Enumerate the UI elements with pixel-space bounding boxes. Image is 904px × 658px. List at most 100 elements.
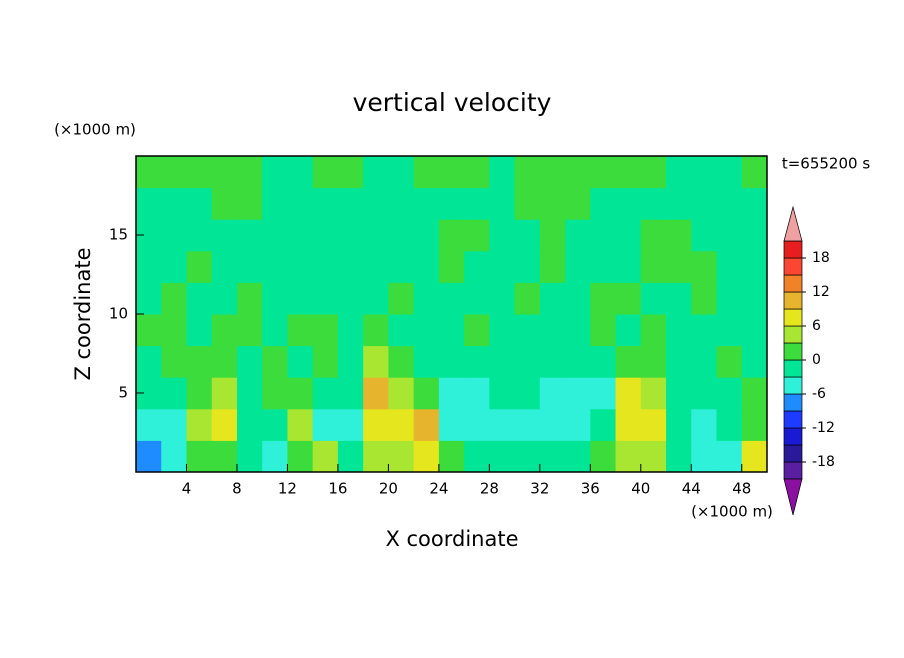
contour-cell bbox=[287, 440, 314, 473]
contour-cell bbox=[312, 440, 339, 473]
contour-cell bbox=[211, 408, 238, 441]
contour-cell bbox=[565, 250, 591, 283]
x-tick-label: 44 bbox=[682, 480, 701, 498]
contour-cell bbox=[136, 156, 162, 189]
contour-cell bbox=[337, 187, 364, 220]
contour-cell bbox=[590, 282, 617, 315]
contour-cell bbox=[211, 345, 238, 378]
x-unit: (×1000 m) bbox=[691, 503, 773, 521]
contour-cell bbox=[161, 314, 187, 347]
contour-cell bbox=[136, 282, 162, 315]
contour-cell bbox=[666, 408, 692, 441]
contour-cell bbox=[565, 408, 591, 441]
contour-cell bbox=[186, 440, 213, 473]
x-tick-label: 8 bbox=[232, 480, 242, 498]
contour-cell bbox=[413, 250, 440, 283]
contour-cell bbox=[388, 440, 415, 473]
x-tick-label: 28 bbox=[480, 480, 499, 498]
contour-cell bbox=[337, 408, 364, 441]
contour-cell bbox=[337, 250, 364, 283]
contour-cell bbox=[464, 156, 490, 189]
contour-cell bbox=[236, 219, 263, 252]
contour-cell bbox=[640, 156, 667, 189]
contour-cell bbox=[287, 156, 314, 189]
contour-cell bbox=[236, 314, 263, 347]
contour-cell bbox=[161, 250, 187, 283]
contour-cell bbox=[565, 440, 591, 473]
contour-cell bbox=[363, 377, 389, 410]
contour-cell bbox=[211, 156, 238, 189]
contour-cell bbox=[565, 187, 591, 220]
contour-cell bbox=[514, 377, 541, 410]
contour-cell bbox=[363, 250, 389, 283]
contour-cell bbox=[186, 408, 213, 441]
contour-cell bbox=[161, 440, 187, 473]
contour-cell bbox=[262, 282, 288, 315]
x-tick-label: 48 bbox=[732, 480, 751, 498]
contour-cell bbox=[464, 345, 490, 378]
contour-cell bbox=[615, 440, 642, 473]
contour-cell bbox=[211, 282, 238, 315]
contour-cell bbox=[363, 156, 389, 189]
contour-cell bbox=[691, 377, 718, 410]
y-tick-label: 5 bbox=[118, 384, 128, 402]
contour-cell bbox=[741, 156, 768, 189]
colorbar-tick-label: 0 bbox=[812, 352, 821, 368]
colorbar-box bbox=[783, 342, 803, 361]
contour-cell bbox=[161, 408, 187, 441]
contour-cell bbox=[691, 187, 718, 220]
x-tick-label: 36 bbox=[581, 480, 600, 498]
contour-cell bbox=[716, 250, 743, 283]
contour-cell bbox=[691, 345, 718, 378]
contour-cell bbox=[312, 314, 339, 347]
contour-cell bbox=[413, 282, 440, 315]
contour-cell bbox=[464, 219, 490, 252]
contour-cell bbox=[514, 440, 541, 473]
contour-cell bbox=[489, 408, 516, 441]
y-unit: (×1000 m) bbox=[54, 121, 136, 139]
contour-cell bbox=[161, 282, 187, 315]
contour-cell bbox=[287, 187, 314, 220]
contour-cell bbox=[388, 282, 415, 315]
contour-cell bbox=[211, 187, 238, 220]
contour-cell bbox=[590, 314, 617, 347]
colorbar-box bbox=[783, 427, 803, 446]
contour-cell bbox=[741, 345, 768, 378]
contour-cell bbox=[590, 440, 617, 473]
contour-cell bbox=[161, 377, 187, 410]
contour-cell bbox=[741, 408, 768, 441]
contour-cell bbox=[262, 377, 288, 410]
contour-cell bbox=[615, 250, 642, 283]
contour-cell bbox=[363, 345, 389, 378]
colorbar-under bbox=[783, 478, 803, 516]
contour-cell bbox=[236, 250, 263, 283]
contour-cell bbox=[262, 314, 288, 347]
contour-cell bbox=[236, 345, 263, 378]
contour-cell bbox=[640, 219, 667, 252]
contour-cell bbox=[312, 377, 339, 410]
contour-cell bbox=[161, 219, 187, 252]
y-tick-label: 10 bbox=[109, 305, 128, 323]
contour-cell bbox=[312, 156, 339, 189]
contour-cell bbox=[337, 282, 364, 315]
contour-cell bbox=[539, 314, 566, 347]
contour-cell bbox=[514, 250, 541, 283]
contour-cell bbox=[666, 250, 692, 283]
contour-cell bbox=[388, 408, 415, 441]
contour-cell bbox=[388, 187, 415, 220]
contour-cell bbox=[312, 187, 339, 220]
contour-cell bbox=[211, 440, 238, 473]
colorbar-box bbox=[783, 393, 803, 412]
contour-cell bbox=[514, 156, 541, 189]
contour-cell bbox=[716, 314, 743, 347]
contour-cell bbox=[565, 345, 591, 378]
contour-cell bbox=[691, 440, 718, 473]
contour-cell bbox=[640, 250, 667, 283]
contour-cell bbox=[539, 219, 566, 252]
contour-cell bbox=[211, 219, 238, 252]
contour-cell bbox=[161, 156, 187, 189]
x-tick-label: 12 bbox=[278, 480, 297, 498]
contour-cell bbox=[716, 408, 743, 441]
time-label: t=655200 s bbox=[782, 155, 870, 173]
colorbar-box bbox=[783, 376, 803, 395]
